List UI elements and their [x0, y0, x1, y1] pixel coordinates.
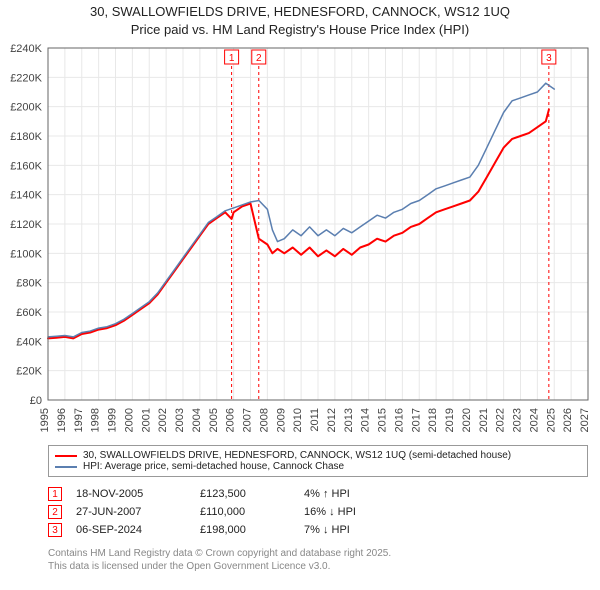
- sale-delta: 4% ↑ HPI: [304, 485, 370, 503]
- svg-text:2026: 2026: [562, 408, 574, 432]
- svg-text:2003: 2003: [174, 408, 186, 432]
- svg-text:1997: 1997: [73, 408, 85, 432]
- sale-date: 18-NOV-2005: [76, 485, 200, 503]
- svg-text:2008: 2008: [258, 408, 270, 432]
- svg-text:1995: 1995: [39, 408, 51, 432]
- svg-text:2012: 2012: [326, 408, 338, 432]
- svg-text:£40K: £40K: [16, 336, 42, 348]
- svg-text:2019: 2019: [444, 408, 456, 432]
- sale-price: £123,500: [200, 485, 304, 503]
- attribution-line1: Contains HM Land Registry data © Crown c…: [48, 547, 588, 560]
- legend-row: HPI: Average price, semi-detached house,…: [55, 461, 581, 472]
- svg-text:2004: 2004: [191, 408, 203, 432]
- sales-table: 1 18-NOV-2005£123,5004% ↑ HPI 2 27-JUN-2007…: [48, 485, 370, 539]
- legend: 30, SWALLOWFIELDS DRIVE, HEDNESFORD, CAN…: [48, 445, 588, 477]
- svg-text:2009: 2009: [275, 408, 287, 432]
- svg-text:£180K: £180K: [10, 131, 42, 143]
- svg-text:2024: 2024: [528, 408, 540, 432]
- svg-text:£220K: £220K: [10, 72, 42, 84]
- svg-text:2010: 2010: [292, 408, 304, 432]
- table-row: 1 18-NOV-2005£123,5004% ↑ HPI: [48, 485, 370, 503]
- svg-text:£200K: £200K: [10, 102, 42, 114]
- svg-text:2: 2: [256, 53, 262, 64]
- svg-text:£80K: £80K: [16, 278, 42, 290]
- svg-text:2017: 2017: [410, 408, 422, 432]
- svg-text:1: 1: [229, 53, 235, 64]
- legend-label: 30, SWALLOWFIELDS DRIVE, HEDNESFORD, CAN…: [83, 450, 511, 461]
- svg-text:£240K: £240K: [10, 43, 42, 55]
- svg-text:2005: 2005: [208, 408, 220, 432]
- sale-price: £110,000: [200, 503, 304, 521]
- sale-marker-icon: 2: [48, 505, 62, 519]
- svg-text:1999: 1999: [107, 408, 119, 432]
- svg-text:£60K: £60K: [16, 307, 42, 319]
- svg-text:2013: 2013: [343, 408, 355, 432]
- sale-marker-icon: 1: [48, 487, 62, 501]
- legend-row: 30, SWALLOWFIELDS DRIVE, HEDNESFORD, CAN…: [55, 450, 581, 461]
- svg-text:2021: 2021: [478, 408, 490, 432]
- svg-text:2000: 2000: [123, 408, 135, 432]
- svg-text:2020: 2020: [461, 408, 473, 432]
- svg-text:1996: 1996: [56, 408, 68, 432]
- svg-text:2025: 2025: [545, 408, 557, 432]
- price-chart: 30, SWALLOWFIELDS DRIVE, HEDNESFORD, CAN…: [0, 0, 600, 440]
- svg-text:£0: £0: [30, 395, 42, 407]
- svg-text:2002: 2002: [157, 408, 169, 432]
- svg-text:Price paid vs. HM Land Registr: Price paid vs. HM Land Registry's House …: [131, 22, 469, 37]
- svg-text:2018: 2018: [427, 408, 439, 432]
- svg-text:2016: 2016: [393, 408, 405, 432]
- svg-text:2011: 2011: [309, 408, 321, 432]
- legend-swatch: [55, 466, 77, 468]
- svg-text:£100K: £100K: [10, 248, 42, 260]
- attribution: Contains HM Land Registry data © Crown c…: [48, 547, 588, 573]
- sale-marker-icon: 3: [48, 523, 62, 537]
- svg-text:30, SWALLOWFIELDS DRIVE, HEDNE: 30, SWALLOWFIELDS DRIVE, HEDNESFORD, CAN…: [90, 4, 510, 19]
- legend-label: HPI: Average price, semi-detached house,…: [83, 461, 344, 472]
- svg-text:2027: 2027: [579, 408, 591, 432]
- sale-delta: 16% ↓ HPI: [304, 503, 370, 521]
- attribution-line2: This data is licensed under the Open Gov…: [48, 560, 588, 573]
- svg-text:£120K: £120K: [10, 219, 42, 231]
- svg-text:2014: 2014: [360, 408, 372, 432]
- sale-date: 27-JUN-2007: [76, 503, 200, 521]
- svg-text:1998: 1998: [90, 408, 102, 432]
- table-row: 2 27-JUN-2007£110,00016% ↓ HPI: [48, 503, 370, 521]
- svg-text:2006: 2006: [225, 408, 237, 432]
- svg-text:2023: 2023: [512, 408, 524, 432]
- svg-text:£20K: £20K: [16, 366, 42, 378]
- sale-price: £198,000: [200, 521, 304, 539]
- svg-text:2015: 2015: [377, 408, 389, 432]
- svg-text:3: 3: [546, 53, 552, 64]
- svg-text:2022: 2022: [495, 408, 507, 432]
- svg-text:2007: 2007: [242, 408, 254, 432]
- svg-text:£160K: £160K: [10, 160, 42, 172]
- sale-delta: 7% ↓ HPI: [304, 521, 370, 539]
- svg-text:2001: 2001: [140, 408, 152, 432]
- sale-date: 06-SEP-2024: [76, 521, 200, 539]
- table-row: 3 06-SEP-2024£198,0007% ↓ HPI: [48, 521, 370, 539]
- svg-text:£140K: £140K: [10, 190, 42, 202]
- legend-swatch: [55, 455, 77, 457]
